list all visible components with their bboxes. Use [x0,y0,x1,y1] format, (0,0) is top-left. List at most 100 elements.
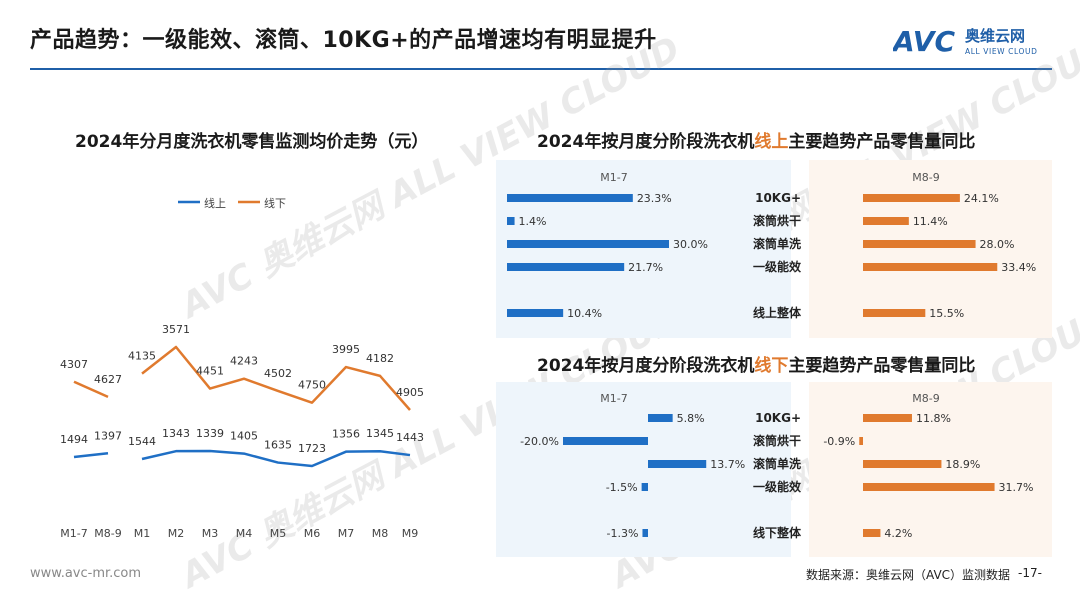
bar [648,414,673,422]
data-label: 1494 [60,433,88,446]
bar [859,437,863,445]
series-line [73,380,109,399]
data-label: 4905 [396,386,424,399]
bar-value-label: 23.3% [637,192,672,205]
bar-value-label: -1.3% [607,527,639,540]
panel-header: M8-9 [912,171,939,184]
bar-value-label: 28.0% [980,238,1015,251]
legend-label: 线下 [264,196,286,210]
bar [863,414,912,422]
data-label: 1345 [366,427,394,440]
category-label: 滚筒烘干 [753,213,801,228]
online-m1-7-panel [496,160,791,338]
online-bar-chart-title: 2024年按月度分阶段洗衣机线上主要趋势产品零售量同比 [537,127,975,152]
x-tick-label: M2 [168,527,185,540]
offline-bar-chart-title: 2024年按月度分阶段洗衣机线下主要趋势产品零售量同比 [537,351,975,376]
x-tick-label: M8 [372,527,389,540]
bar [863,263,998,271]
bar [863,460,942,468]
bar-value-label: 4.2% [884,527,912,540]
avc-logo: AVC 奥维云网 ALL VIEW CLOUD [891,24,1053,58]
data-label: 4502 [264,367,292,380]
bar-value-label: 10.4% [567,307,602,320]
category-label: 一级能效 [753,259,802,274]
bar-value-label: 33.4% [1001,261,1036,274]
title-highlight: 线上 [754,132,789,152]
offline-m1-7-panel [496,382,791,557]
bar-value-label: -20.0% [520,435,559,448]
bar [863,529,881,537]
bar-value-label: -1.5% [606,481,638,494]
x-tick-label: M1-7 [60,527,87,540]
page-number: -17- [1018,566,1042,580]
x-tick-label: M8-9 [94,527,121,540]
title-highlight: 线下 [754,356,789,376]
bar [863,217,909,225]
data-label: 3571 [162,323,190,336]
bar-value-label: 18.9% [945,458,980,471]
bar [863,483,995,491]
series-line [141,449,411,468]
x-tick-label: M9 [402,527,419,540]
bar-value-label: 13.7% [710,458,745,471]
category-label: 10KG+ [755,191,801,205]
footer-url: www.avc-mr.com [30,566,142,581]
data-label: 4750 [298,379,326,392]
data-label: 1343 [162,427,190,440]
bar [563,437,648,445]
title-part: 2024年按月度分阶段洗衣机 [537,132,755,152]
data-label: 1544 [128,435,156,448]
category-label: 10KG+ [755,411,801,425]
panel-header: M1-7 [600,171,627,184]
bar [648,460,707,468]
line-chart-title: 2024年分月度洗衣机零售监测均价走势（元） [75,132,429,152]
legend-label: 线上 [204,196,226,210]
title-part: 2024年按月度分阶段洗衣机 [537,356,755,376]
series-line [73,452,109,459]
category-label: 线下整体 [753,525,802,540]
panel-header: M1-7 [600,392,627,405]
logo-mark: AVC [893,25,955,58]
x-tick-label: M4 [236,527,253,540]
category-label: 滚筒单洗 [753,456,801,471]
bar [507,263,625,271]
data-label: 1405 [230,430,258,443]
category-label: 一级能效 [753,479,802,494]
bar-value-label: 11.8% [916,412,951,425]
title-divider [30,68,1052,70]
online-m8-9-panel [809,160,1052,338]
data-label: 1443 [396,431,424,444]
data-label: 4627 [94,373,122,386]
logo-en: ALL VIEW CLOUD [965,47,1037,56]
category-label: 滚筒单洗 [753,236,801,251]
logo-cn: 奥维云网 [965,27,1025,45]
bar [641,483,648,491]
title-part: 主要趋势产品零售量同比 [788,356,976,376]
data-label: 1397 [94,429,122,442]
x-tick-label: M6 [304,527,321,540]
bar [507,240,669,248]
bar [863,309,926,317]
data-label: 1339 [196,427,224,440]
bar-value-label: -0.9% [823,435,855,448]
x-tick-label: M7 [338,527,355,540]
bar-value-label: 5.8% [677,412,705,425]
data-label: 4307 [60,358,88,371]
category-label: 滚筒烘干 [753,433,801,448]
data-label: 3995 [332,343,360,356]
data-label: 4243 [230,355,258,368]
page-title: 产品趋势：一级能效、滚筒、10KG+的产品增速均有明显提升 [30,28,657,53]
x-tick-label: M1 [134,527,151,540]
offline-m8-9-panel [809,382,1052,557]
bar-value-label: 1.4% [519,215,547,228]
footer-source: 数据来源：奥维云网（AVC）监测数据 [806,568,1011,582]
bar-value-label: 21.7% [628,261,663,274]
x-tick-label: M3 [202,527,219,540]
panel-header: M8-9 [912,392,939,405]
series-line [141,345,411,411]
bar [507,217,515,225]
data-label: 4182 [366,352,394,365]
bar-value-label: 24.1% [964,192,999,205]
data-label: 4135 [128,350,156,363]
